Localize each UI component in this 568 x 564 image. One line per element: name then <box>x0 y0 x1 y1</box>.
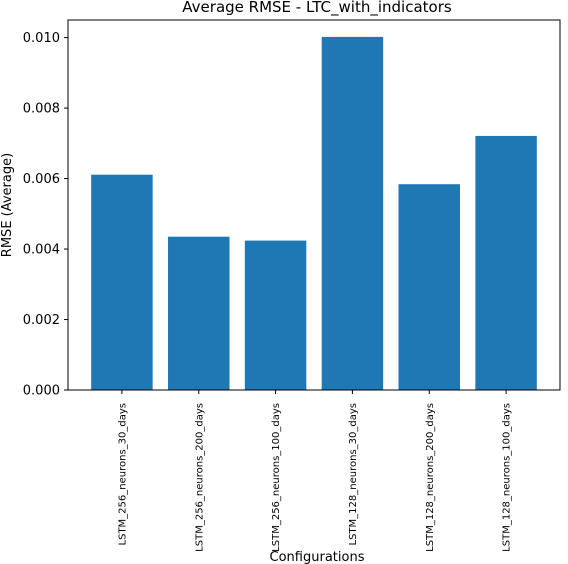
bar-LSTM_128_neurons_30_days <box>321 36 384 391</box>
y-tick-label: 0.008 <box>23 102 60 117</box>
plot-frame <box>67 19 561 391</box>
y-tick-label: 0.010 <box>23 31 60 46</box>
x-tick-label: LSTM_128_neurons_30_days <box>348 403 359 545</box>
x-tick-label: LSTM_256_neurons_30_days <box>117 403 128 545</box>
bars-group <box>91 36 537 391</box>
x-tick-label: LSTM_256_neurons_200_days <box>194 403 205 552</box>
bar-LSTM_256_neurons_200_days <box>168 236 230 390</box>
bar-LSTM_256_neurons_30_days <box>91 174 153 390</box>
y-tick-label: 0.002 <box>23 313 60 328</box>
y-axis: 0.000 0.002 0.004 0.006 0.008 0.010 <box>23 31 68 399</box>
y-tick-label: 0.000 <box>23 384 60 399</box>
bar-LSTM_128_neurons_200_days <box>398 184 460 390</box>
x-tick-label: LSTM_128_neurons_100_days <box>502 403 513 552</box>
x-tick-label: LSTM_128_neurons_200_days <box>425 403 436 552</box>
x-axis-label: Configurations <box>270 550 365 564</box>
bar-LSTM_128_neurons_100_days <box>475 135 537 390</box>
y-tick-label: 0.006 <box>23 172 60 187</box>
x-tick-label: LSTM_256_neurons_100_days <box>271 403 282 552</box>
y-axis-label: RMSE (Average) <box>0 153 15 257</box>
bar-LSTM_256_neurons_100_days <box>244 240 307 390</box>
chart-title: Average RMSE - LTC_with_indicators <box>182 0 452 17</box>
x-axis: LSTM_256_neurons_30_days LSTM_256_neurons… <box>117 390 513 552</box>
y-tick-label: 0.004 <box>23 243 60 258</box>
